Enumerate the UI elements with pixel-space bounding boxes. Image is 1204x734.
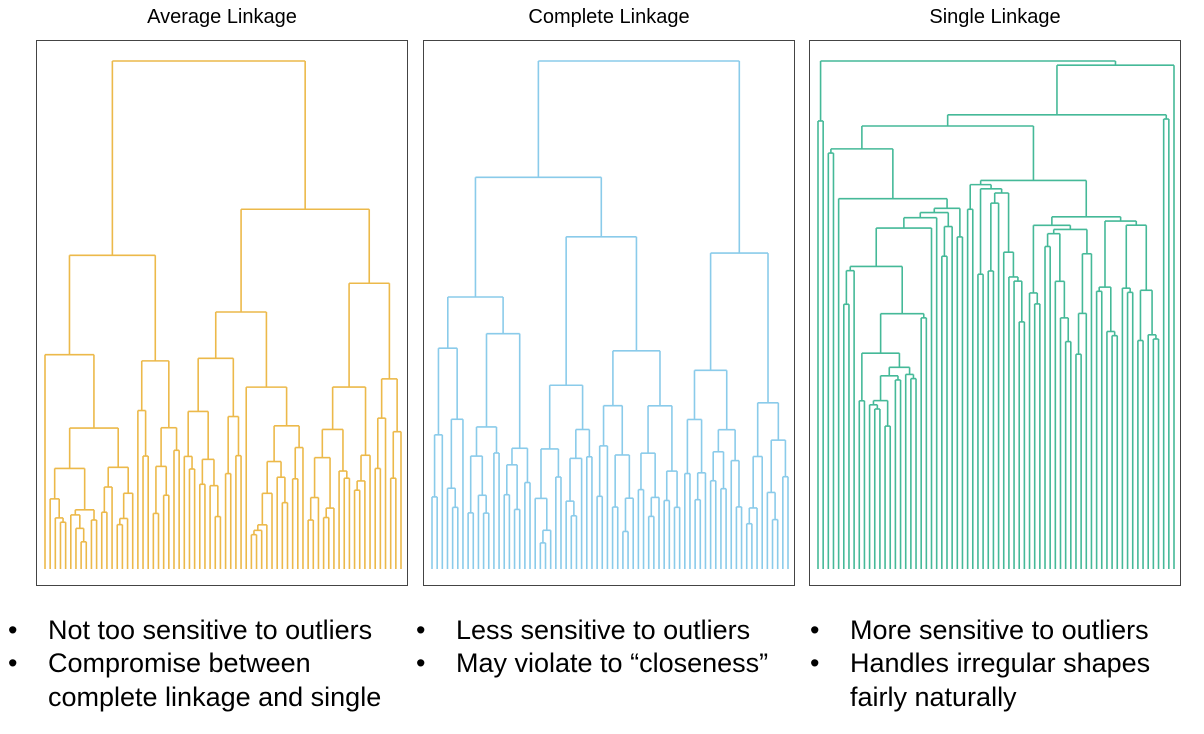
average-linkage-notes: Not too sensitive to outliers Compromise… xyxy=(8,614,408,714)
complete-linkage-dendrogram xyxy=(423,40,795,586)
average-linkage-dendrogram xyxy=(36,40,408,586)
single-linkage-dendrogram xyxy=(809,40,1181,586)
single-dendrogram-svg xyxy=(817,60,1175,569)
average-note-outliers: Not too sensitive to outliers xyxy=(8,614,408,648)
average-linkage-title: Average Linkage xyxy=(147,6,297,28)
complete-dendrogram-svg xyxy=(431,60,789,569)
complete-linkage-notes: Less sensitive to outliers May violate t… xyxy=(416,614,808,681)
average-note-compromise: Compromise between complete linkage and … xyxy=(8,647,408,714)
single-note-irregular: Handles irregular shapes fairly naturall… xyxy=(810,647,1190,714)
complete-linkage-title: Complete Linkage xyxy=(528,6,690,28)
single-note-outliers: More sensitive to outliers xyxy=(810,614,1190,648)
single-linkage-title: Single Linkage xyxy=(929,6,1061,28)
complete-note-closeness: May violate to “closeness” xyxy=(416,647,808,681)
complete-note-outliers: Less sensitive to outliers xyxy=(416,614,808,648)
average-dendrogram-svg xyxy=(44,60,402,569)
single-linkage-notes: More sensitive to outliers Handles irreg… xyxy=(810,614,1190,714)
